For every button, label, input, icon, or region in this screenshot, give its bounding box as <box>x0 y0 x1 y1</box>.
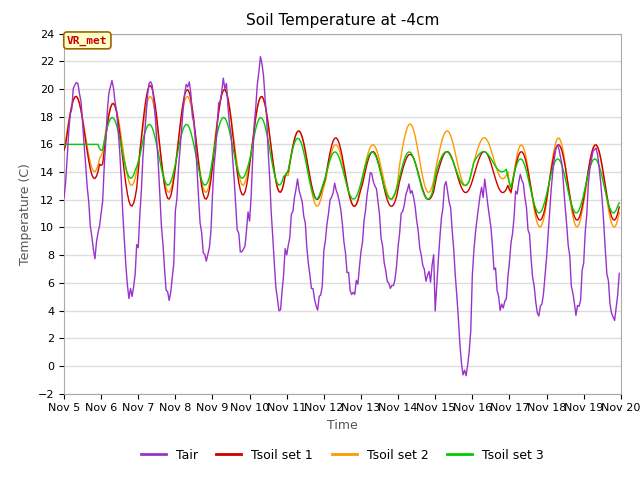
Tsoil set 1 <box>147 83 154 88</box>
Tsoil set 3 <box>535 210 543 216</box>
Tsoil set 1 <box>616 204 623 210</box>
Tsoil set 2 <box>305 168 312 174</box>
Tair <box>244 209 252 215</box>
Tsoil set 2 <box>246 159 253 165</box>
Tsoil set 2 <box>60 143 68 149</box>
Tsoil set 2 <box>588 152 595 157</box>
Tsoil set 2 <box>536 224 544 230</box>
Tsoil set 2 <box>221 87 228 93</box>
Tsoil set 1 <box>255 98 263 104</box>
Line: Tsoil set 3: Tsoil set 3 <box>64 118 620 213</box>
Text: VR_met: VR_met <box>67 36 108 46</box>
Tsoil set 2 <box>255 98 263 104</box>
Tair <box>128 294 136 300</box>
Tair <box>616 270 623 276</box>
Tsoil set 1 <box>128 203 136 209</box>
Tsoil set 1 <box>246 162 253 168</box>
Tsoil set 3 <box>227 135 235 141</box>
Tair <box>305 261 312 266</box>
Tsoil set 1 <box>60 147 68 153</box>
X-axis label: Time: Time <box>327 419 358 432</box>
Line: Tsoil set 1: Tsoil set 1 <box>64 85 620 220</box>
Tsoil set 3 <box>305 172 312 178</box>
Tsoil set 3 <box>108 115 116 120</box>
Tsoil set 2 <box>616 210 623 216</box>
Tair <box>462 373 470 379</box>
Tsoil set 1 <box>588 151 595 156</box>
Y-axis label: Temperature (C): Temperature (C) <box>19 163 32 264</box>
Title: Soil Temperature at -4cm: Soil Temperature at -4cm <box>246 13 439 28</box>
Tsoil set 1 <box>305 165 312 171</box>
Tsoil set 3 <box>616 200 623 206</box>
Tsoil set 1 <box>536 217 544 223</box>
Tair <box>588 157 595 163</box>
Legend: Tair, Tsoil set 1, Tsoil set 2, Tsoil set 3: Tair, Tsoil set 1, Tsoil set 2, Tsoil se… <box>136 444 549 467</box>
Tair <box>257 54 264 60</box>
Tair <box>226 122 234 128</box>
Tsoil set 3 <box>246 157 253 163</box>
Tsoil set 3 <box>255 116 263 122</box>
Line: Tsoil set 2: Tsoil set 2 <box>64 90 620 227</box>
Tsoil set 1 <box>227 117 235 122</box>
Tair <box>60 195 68 201</box>
Tsoil set 3 <box>588 160 595 166</box>
Tsoil set 2 <box>227 114 235 120</box>
Tsoil set 3 <box>130 172 138 178</box>
Line: Tair: Tair <box>64 57 620 376</box>
Tair <box>253 81 261 87</box>
Tsoil set 2 <box>128 182 136 188</box>
Tsoil set 3 <box>60 142 68 147</box>
